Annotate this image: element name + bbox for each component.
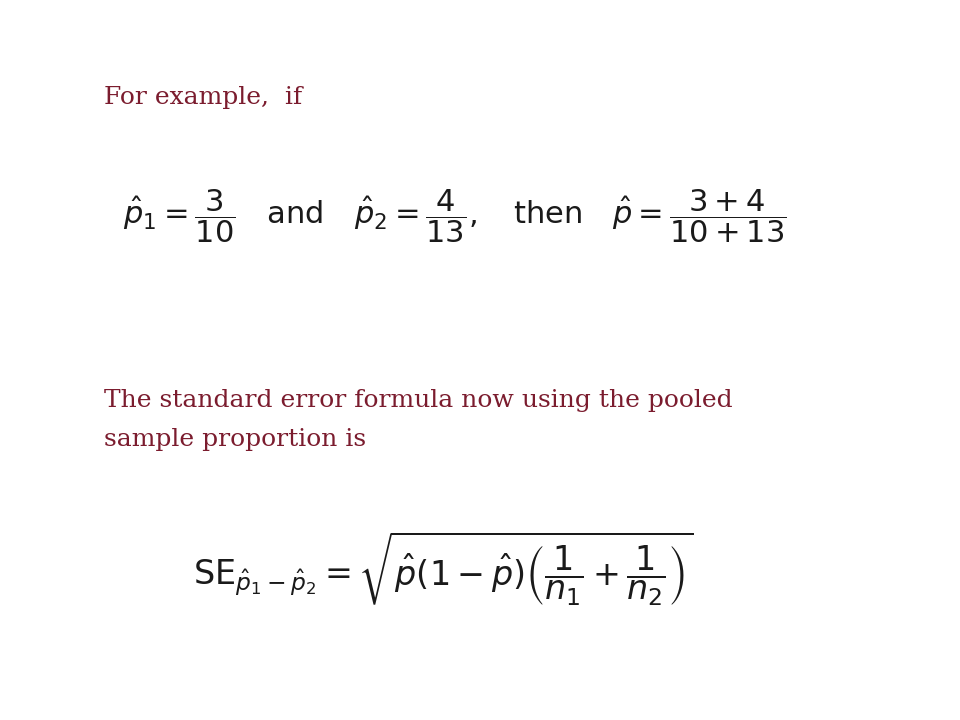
- Text: sample proportion is: sample proportion is: [104, 428, 366, 451]
- Text: $\mathrm{SE}_{\hat{p}_1 - \hat{p}_2} = \sqrt{\hat{p}(1-\hat{p})\left(\dfrac{1}{n: $\mathrm{SE}_{\hat{p}_1 - \hat{p}_2} = \…: [193, 530, 694, 608]
- Text: For example,  if: For example, if: [104, 86, 302, 109]
- Text: The standard error formula now using the pooled: The standard error formula now using the…: [104, 389, 732, 412]
- Text: $\hat{p}_1 = \dfrac{3}{10} \quad \text{and} \quad \hat{p}_2 = \dfrac{4}{13}, \qu: $\hat{p}_1 = \dfrac{3}{10} \quad \text{a…: [123, 187, 786, 245]
